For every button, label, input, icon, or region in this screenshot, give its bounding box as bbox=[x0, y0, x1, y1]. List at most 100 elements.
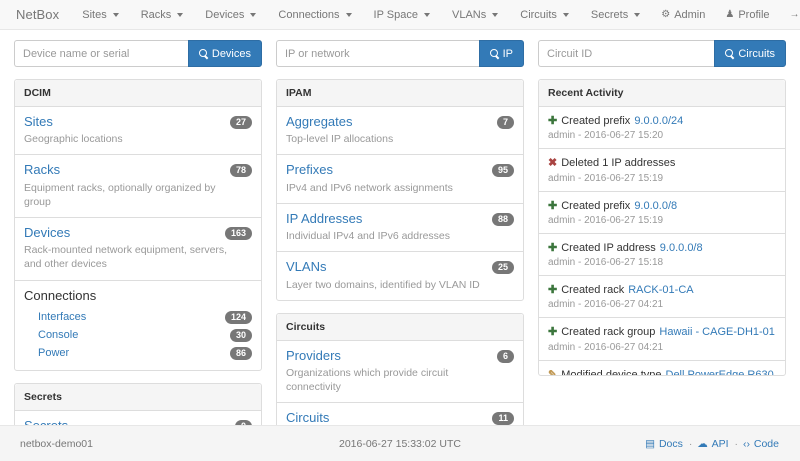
nav-item-vlans[interactable]: VLANs bbox=[441, 9, 509, 21]
nav-item-racks[interactable]: Racks bbox=[130, 9, 195, 21]
activity-scroll-area[interactable]: ✚ Created prefix 9.0.0.0/24 admin - 2016… bbox=[539, 107, 785, 375]
column-right: Recent Activity ✚ Created prefix 9.0.0.0… bbox=[538, 79, 786, 461]
ipam-item-vlans-link[interactable]: VLANs bbox=[286, 259, 327, 275]
nav-item-admin[interactable]: ⚙ Admin bbox=[651, 9, 715, 21]
nav-label: Admin bbox=[674, 8, 706, 21]
list-item[interactable]: IP Addresses 88 Individual IPv4 and IPv6… bbox=[277, 204, 523, 253]
activity-object-link[interactable]: Hawaii - CAGE-DH1-01 bbox=[659, 326, 775, 339]
nav-label: Secrets bbox=[590, 8, 629, 21]
code-icon: ‹› bbox=[742, 437, 750, 450]
column-left: DCIM Sites 27 Geographic locations Racks… bbox=[14, 79, 262, 461]
list-item[interactable]: ✚ Created rack RACK-01-CA admin - 2016-0… bbox=[539, 276, 785, 319]
list-item[interactable]: Racks 78 Equipment racks, optionally org… bbox=[15, 155, 261, 219]
list-item[interactable]: ✚ Created IP address 9.0.0.0/8 admin - 2… bbox=[539, 234, 785, 277]
nav-item-secrets[interactable]: Secrets bbox=[580, 9, 651, 21]
panel-columns: DCIM Sites 27 Geographic locations Racks… bbox=[14, 79, 786, 461]
nav-links: Sites Racks Devices Connections IP Space… bbox=[71, 9, 651, 21]
activity-action: Deleted 1 IP addresses bbox=[561, 157, 676, 170]
device-search-button[interactable]: Devices bbox=[187, 40, 262, 67]
circuit-search-input[interactable] bbox=[538, 40, 715, 67]
activity-object-link[interactable]: 9.0.0.0/8 bbox=[659, 241, 703, 254]
dcim-item-sites-desc: Geographic locations bbox=[24, 133, 123, 146]
circuits-item-providers-link[interactable]: Providers bbox=[286, 347, 341, 363]
circuits-item-circuits-link[interactable]: Circuits bbox=[286, 410, 330, 426]
dcim-item-devices-link[interactable]: Devices bbox=[24, 225, 71, 241]
activity-object-link[interactable]: 9.0.0.0/24 bbox=[634, 115, 684, 127]
footer-separator: · bbox=[734, 437, 739, 450]
brand-logo[interactable]: NetBox bbox=[16, 7, 60, 22]
activity-object-link[interactable]: Dell PowerEdge R630 bbox=[665, 368, 774, 375]
footer-api-link[interactable]: API bbox=[711, 437, 729, 450]
nav-item-logout[interactable]: →Log out bbox=[780, 9, 800, 21]
nav-item-devices[interactable]: Devices bbox=[194, 9, 267, 21]
activity-meta: admin - 2016-06-27 15:19 bbox=[548, 214, 664, 226]
list-item[interactable]: Prefixes 95 IPv4 and IPv6 network assign… bbox=[277, 155, 523, 204]
dcim-item-sites-badge: 27 bbox=[229, 116, 252, 129]
panel-recent-activity: Recent Activity ✚ Created prefix 9.0.0.0… bbox=[538, 79, 786, 376]
panel-recent-activity-title: Recent Activity bbox=[539, 80, 785, 107]
list-item[interactable]: Interfaces 124 bbox=[24, 308, 252, 326]
gear-icon: ⚙ bbox=[661, 8, 671, 20]
nav-label: Profile bbox=[738, 8, 770, 21]
list-item[interactable]: ✖ Deleted 1 IP addresses admin - 2016-06… bbox=[539, 149, 785, 192]
chevron-down-icon bbox=[562, 12, 569, 17]
nav-label: Sites bbox=[82, 8, 107, 21]
search-icon bbox=[489, 49, 499, 58]
list-item[interactable]: Providers 6 Organizations which provide … bbox=[277, 341, 523, 404]
list-item[interactable]: ✚ Created rack group Hawaii - CAGE-DH1-0… bbox=[539, 318, 785, 361]
ipam-item-prefixes-link[interactable]: Prefixes bbox=[286, 162, 333, 178]
activity-object-link[interactable]: RACK-01-CA bbox=[628, 284, 694, 297]
connections-console-link[interactable]: Console bbox=[38, 328, 79, 341]
list-item[interactable]: Console 30 bbox=[24, 326, 252, 344]
connections-interfaces-badge: 124 bbox=[224, 310, 252, 324]
panel-dcim: DCIM Sites 27 Geographic locations Racks… bbox=[14, 79, 262, 371]
chevron-down-icon bbox=[177, 12, 184, 17]
ipam-item-aggregates-desc: Top-level IP allocations bbox=[286, 133, 394, 146]
nav-item-circuits[interactable]: Circuits bbox=[509, 9, 580, 21]
list-item[interactable]: ✚ Created prefix 9.0.0.0/24 admin - 2016… bbox=[539, 107, 785, 150]
dcim-item-sites-link[interactable]: Sites bbox=[24, 114, 53, 129]
ip-search-input[interactable] bbox=[276, 40, 479, 67]
connections-power-badge: 86 bbox=[229, 346, 252, 360]
circuit-search-button[interactable]: Circuits bbox=[714, 40, 786, 67]
chevron-down-icon bbox=[492, 12, 499, 17]
nav-item-ip-space[interactable]: IP Space bbox=[363, 9, 441, 21]
dcim-item-racks-link[interactable]: Racks bbox=[24, 162, 61, 178]
list-item[interactable]: ✚ Created prefix 9.0.0.0/8 admin - 2016-… bbox=[539, 192, 785, 234]
user-icon: ♟ bbox=[725, 8, 735, 20]
activity-meta: admin - 2016-06-27 04:21 bbox=[548, 341, 664, 353]
footer-docs-link[interactable]: Docs bbox=[658, 437, 683, 450]
nav-item-profile[interactable]: ♟ Profile bbox=[715, 9, 779, 21]
connections-interfaces-link[interactable]: Interfaces bbox=[38, 310, 87, 323]
connections-power-link[interactable]: Power bbox=[38, 346, 70, 359]
main-navbar: NetBox Sites Racks Devices Connections I… bbox=[0, 0, 800, 30]
activity-line: ✚ Created IP address 9.0.0.0/8 bbox=[548, 241, 776, 255]
nav-item-sites[interactable]: Sites bbox=[71, 9, 129, 21]
ipam-item-ip-addresses-link[interactable]: IP Addresses bbox=[286, 210, 363, 226]
activity-object-link[interactable]: 9.0.0.0/8 bbox=[634, 199, 678, 212]
search-row: Devices IP Circuits bbox=[14, 40, 786, 67]
list-item[interactable]: ✎ Modified device type Dell PowerEdge R6… bbox=[539, 361, 785, 375]
footer-hostname: netbox-demo01 bbox=[20, 437, 93, 450]
ipam-item-aggregates-link[interactable]: Aggregates bbox=[286, 114, 353, 129]
list-item[interactable]: VLANs 25 Layer two domains, identified b… bbox=[277, 252, 523, 299]
nav-right-group: ⚙Admin ♟Profile →Log out bbox=[651, 9, 800, 21]
ipam-item-ip-addresses-desc: Individual IPv4 and IPv6 addresses bbox=[286, 230, 451, 243]
activity-line: ✎ Modified device type Dell PowerEdge R6… bbox=[548, 368, 776, 375]
device-search-input[interactable] bbox=[14, 40, 188, 67]
footer-code-link[interactable]: Code bbox=[753, 437, 779, 450]
chevron-down-icon bbox=[424, 12, 430, 17]
connections-console-badge: 30 bbox=[229, 328, 252, 342]
activity-action: Created prefix bbox=[561, 115, 631, 127]
ipam-item-vlans-desc: Layer two domains, identified by VLAN ID bbox=[286, 278, 480, 291]
ipam-list: Aggregates 7 Top-level IP allocations Pr… bbox=[277, 107, 523, 300]
ip-search-button[interactable]: IP bbox=[478, 40, 524, 67]
list-item[interactable]: Sites 27 Geographic locations bbox=[15, 107, 261, 156]
circuits-item-providers-desc: Organizations which provide circuit conn… bbox=[286, 366, 449, 394]
list-item[interactable]: Devices 163 Rack-mounted network equipme… bbox=[15, 218, 261, 281]
nav-label: Connections bbox=[278, 8, 340, 21]
list-item[interactable]: Aggregates 7 Top-level IP allocations bbox=[277, 107, 523, 156]
dcim-item-devices-badge: 163 bbox=[224, 227, 252, 241]
list-item[interactable]: Power 86 bbox=[24, 344, 252, 362]
nav-item-connections[interactable]: Connections bbox=[267, 9, 362, 21]
